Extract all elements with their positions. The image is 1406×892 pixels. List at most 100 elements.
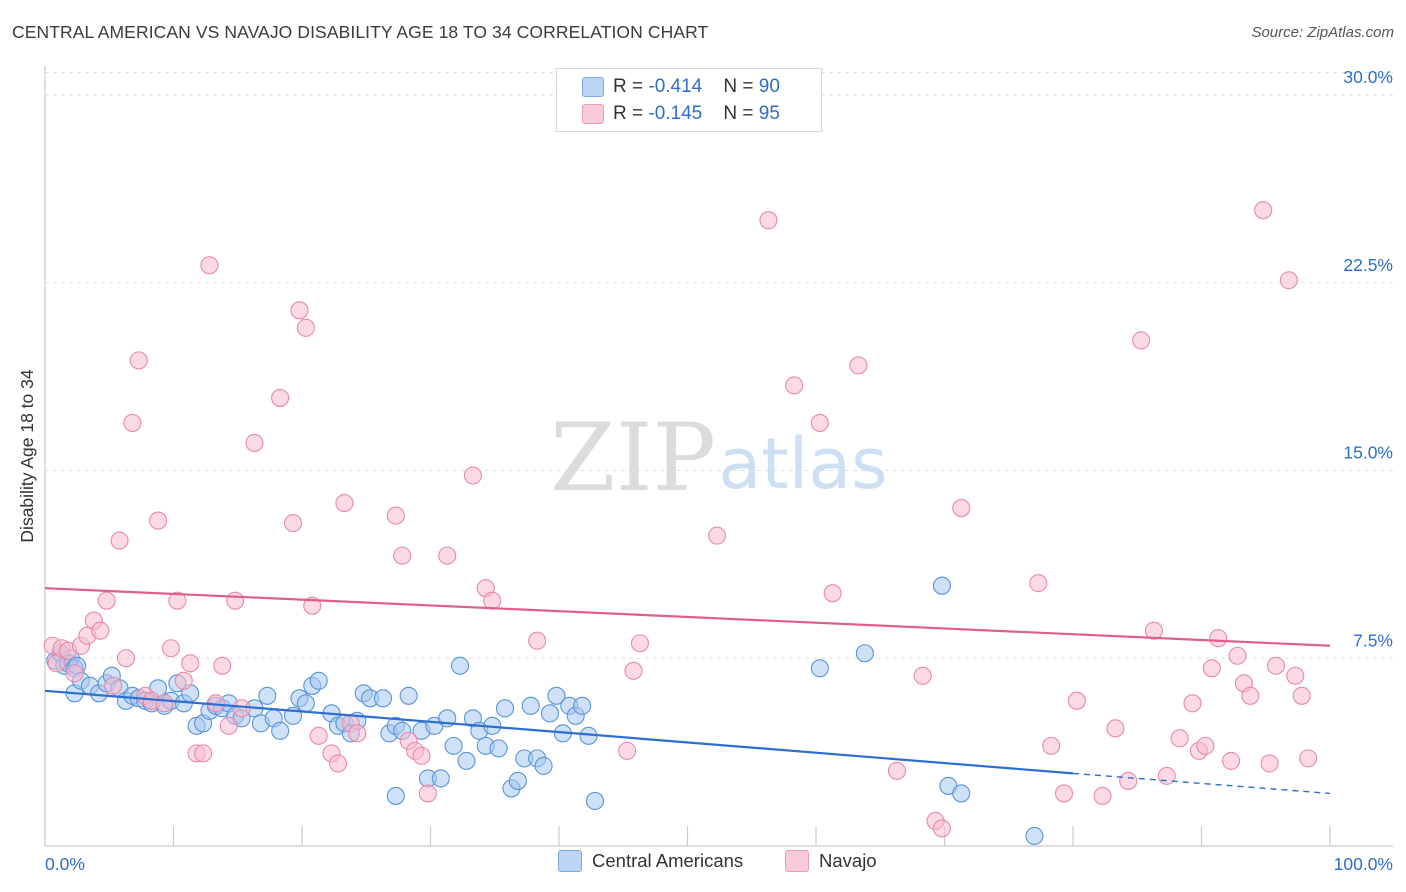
watermark-atlas: atlas [718, 423, 887, 505]
navajo-point [483, 591, 502, 610]
navajo-point [412, 746, 431, 765]
central-point [444, 736, 463, 755]
chart-title: CENTRAL AMERICAN VS NAVAJO DISABILITY AG… [12, 22, 709, 42]
navajo-point [849, 356, 868, 375]
grid-layer [45, 72, 1393, 659]
series-legend: Central Americans Navajo [0, 850, 1406, 878]
navajo-point [97, 591, 116, 610]
navajo-point [123, 413, 142, 433]
navajo-point [1266, 656, 1286, 675]
navajo-point [110, 531, 129, 550]
correlation-legend: R = -0.414 N = 90 R = -0.145 N = 95 [556, 68, 822, 132]
navajo-point [296, 318, 315, 337]
navajo-point [245, 433, 264, 453]
navajo-point [174, 671, 193, 690]
navajo-point [823, 584, 842, 603]
navajo-point [463, 466, 482, 485]
navajo-point [952, 499, 971, 518]
navajo-swatch-icon [582, 104, 604, 124]
navajo-point [155, 694, 174, 713]
navajo-point [913, 666, 932, 685]
legend-r-value: -0.414 [648, 76, 703, 97]
navajo-point [232, 699, 251, 718]
y-tick-label: 15.0% [1343, 443, 1393, 463]
legend-row-navajo: R = -0.145 N = 95 [582, 101, 780, 127]
navajo-point [129, 351, 148, 370]
navajo-point [624, 661, 643, 680]
navajo-point [785, 376, 804, 395]
navajo-point [161, 639, 180, 658]
navajo-point [1286, 666, 1305, 685]
central-point [547, 686, 566, 705]
navajo-point [116, 649, 136, 668]
navajo-point [181, 654, 200, 673]
navajo-point [91, 621, 110, 640]
navajo-point [104, 676, 123, 695]
navajo-point [1183, 694, 1202, 713]
navajo-point [309, 726, 328, 745]
navajo-point [618, 741, 637, 760]
navajo-point [1222, 751, 1241, 770]
navajo-point [1093, 786, 1112, 805]
navajo-point [1299, 749, 1318, 768]
points-layer [43, 201, 1318, 846]
axis-layer [44, 66, 1393, 847]
central-point [258, 686, 277, 705]
central-trend-line [44, 689, 1074, 775]
navajo-point [1202, 659, 1221, 678]
navajo-point [200, 256, 219, 275]
navajo-trend-line [44, 587, 1331, 647]
central-point [457, 751, 476, 770]
navajo-point [1292, 686, 1311, 705]
navajo-point [219, 716, 238, 735]
legend-n-value: 90 [758, 76, 780, 97]
central-point [585, 791, 605, 810]
y-tick-label: 22.5% [1343, 255, 1393, 275]
trend-layer [44, 587, 1331, 795]
central-point [810, 659, 829, 678]
navajo-point [1132, 331, 1151, 350]
legend-label-central: Central Americans [592, 850, 744, 871]
central-point [495, 699, 515, 718]
legend-r-label: R = [613, 103, 649, 124]
legend-n-label: N = [723, 76, 759, 97]
navajo-point [1209, 629, 1228, 648]
navajo-point [335, 494, 354, 513]
legend-n-value: 95 [758, 103, 780, 124]
watermark: ZIP atlas [550, 404, 887, 513]
central-point [534, 756, 553, 775]
central-point [431, 769, 450, 788]
navajo-point [393, 546, 412, 565]
source-label: Source: ZipAtlas.com [1251, 24, 1394, 41]
central-point [451, 656, 470, 675]
navajo-point [283, 514, 303, 533]
navajo-point [1228, 646, 1247, 665]
navajo-point [1054, 784, 1074, 803]
navajo-point [810, 413, 829, 433]
central-point [489, 739, 508, 758]
navajo-point [168, 591, 187, 610]
legend-item-navajo: Navajo [785, 850, 877, 872]
central-point [373, 689, 393, 708]
navajo-point [386, 506, 405, 525]
x-tick-label: 0.0% [45, 854, 85, 874]
navajo-point [149, 511, 168, 530]
central-point [1025, 826, 1044, 846]
navajo-point [1254, 201, 1273, 220]
central-point [296, 694, 315, 713]
navajo-point [65, 664, 84, 683]
navajo-point [528, 631, 547, 650]
navajo-point [759, 211, 778, 230]
navajo-point [1144, 621, 1164, 640]
central-point [573, 696, 592, 715]
x-tick-label: 100.0% [1334, 854, 1393, 874]
legend-row-central: R = -0.414 N = 90 [582, 74, 780, 100]
central-swatch-icon [582, 77, 604, 97]
y-tick-label: 7.5% [1353, 630, 1393, 650]
navajo-point [1067, 691, 1086, 710]
central-point [508, 771, 527, 790]
central-point [952, 784, 971, 803]
navajo-point [271, 388, 290, 407]
central-point [309, 671, 328, 690]
navajo-point [328, 754, 348, 773]
